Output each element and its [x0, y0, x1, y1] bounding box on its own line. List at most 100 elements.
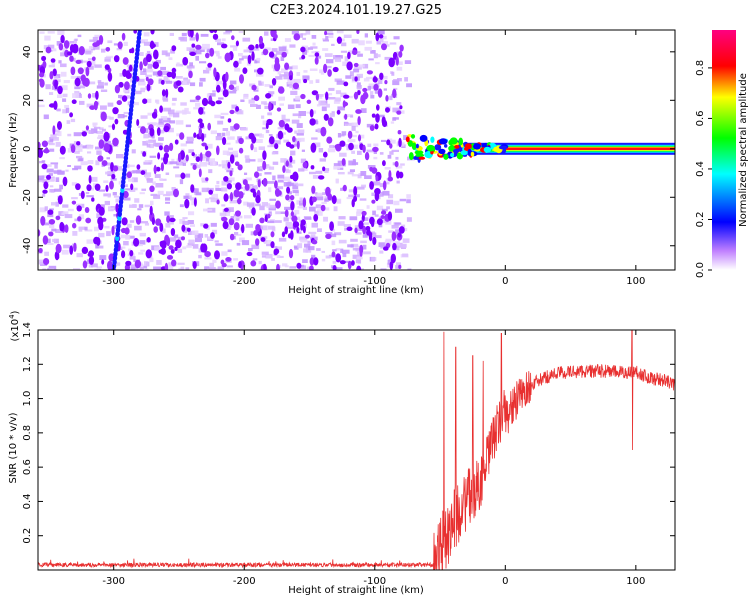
noise-cell [238, 53, 243, 57]
spectrogram-xlabel: Height of straight line (km) [288, 285, 424, 296]
noise-cell [263, 102, 268, 106]
noise-cell [163, 79, 171, 82]
noise-cell [169, 161, 178, 165]
noise-cell [239, 58, 244, 61]
noise-peak [153, 226, 158, 233]
noise-cell [331, 228, 336, 232]
noise-peak [396, 110, 402, 115]
noise-peak [336, 36, 342, 44]
noise-cell [55, 201, 59, 207]
noise-cell [55, 229, 63, 233]
noise-peak [205, 52, 210, 59]
noise-cell [316, 94, 324, 97]
noise-cell [363, 78, 370, 82]
noise-cell [56, 108, 61, 112]
noise-cell [258, 80, 262, 83]
noise-cell [195, 49, 202, 55]
noise-peak [64, 224, 69, 233]
noise-cell [299, 219, 303, 223]
y-tick-label: 1.0 [22, 391, 33, 407]
noise-cell [284, 38, 292, 42]
noise-peak [38, 78, 44, 83]
noise-cell [354, 225, 360, 229]
noise-cell [311, 254, 316, 260]
noise-cell [268, 187, 272, 193]
noise-peak [98, 139, 105, 149]
signal-blob [450, 152, 455, 158]
noise-cell [329, 112, 335, 118]
noise-peak [265, 93, 272, 99]
noise-cell [200, 47, 208, 50]
noise-cell [199, 77, 206, 82]
noise-cell [133, 102, 139, 106]
noise-cell [373, 181, 381, 186]
noise-cell [165, 197, 171, 201]
noise-cell [153, 194, 161, 199]
noise-peak [47, 209, 54, 215]
noise-cell [310, 234, 316, 238]
noise-cell [257, 158, 263, 163]
noise-cell [179, 179, 184, 185]
noise-cell [294, 130, 298, 134]
noise-cell [271, 54, 278, 59]
noise-cell [336, 267, 343, 270]
noise-cell [48, 64, 55, 68]
noise-peak [229, 170, 233, 177]
noise-cell [209, 197, 215, 200]
noise-cell [65, 107, 70, 113]
signal-blob [426, 144, 436, 152]
noise-cell [57, 170, 65, 175]
noise-cell [89, 60, 96, 66]
noise-cell [129, 256, 136, 260]
noise-cell [302, 223, 307, 229]
noise-cell [144, 160, 151, 163]
noise-cell [391, 149, 399, 152]
noise-cell [87, 151, 92, 154]
noise-cell [281, 114, 286, 120]
noise-cell [248, 248, 253, 252]
noise-cell [230, 126, 234, 131]
noise-peak [175, 80, 182, 86]
noise-cell [208, 267, 216, 270]
noise-cell [319, 158, 326, 162]
noise-peak [341, 158, 346, 166]
noise-peak [266, 118, 273, 126]
noise-cell [180, 36, 187, 42]
noise-cell [149, 143, 154, 149]
noise-peak [244, 183, 250, 191]
noise-peak [73, 242, 77, 252]
noise-peak [374, 123, 379, 130]
noise-peak [238, 137, 244, 145]
signal-blob [460, 150, 468, 156]
noise-cell [348, 50, 353, 55]
noise-cell [164, 211, 170, 216]
noise-peak [159, 240, 166, 245]
noise-cell [337, 221, 345, 226]
noise-cell [49, 185, 54, 188]
noise-cell [55, 129, 60, 133]
noise-cell [321, 201, 327, 204]
noise-peak [381, 116, 386, 125]
noise-cell [244, 155, 250, 159]
noise-peak [213, 67, 217, 78]
noise-peak [369, 125, 375, 131]
noise-peak [284, 226, 289, 235]
noise-cell [179, 219, 186, 224]
colorbar: 0.00.20.40.60.8 Normalized spectral ampl… [695, 30, 749, 278]
noise-cell [364, 46, 372, 51]
noise-cell [229, 90, 237, 94]
noise-cell [70, 75, 77, 79]
noise-cell [86, 239, 94, 244]
noise-cell [271, 258, 275, 261]
y-tick-label: 0.6 [22, 459, 33, 475]
noise-cell [120, 246, 126, 249]
noise-cell [386, 199, 394, 205]
signal-blob [434, 144, 442, 151]
noise-cell [315, 79, 320, 83]
noise-peak [343, 81, 349, 87]
noise-cell [74, 165, 82, 170]
noise-cell [261, 101, 267, 105]
noise-peak [195, 44, 202, 50]
noise-cell [41, 160, 46, 163]
